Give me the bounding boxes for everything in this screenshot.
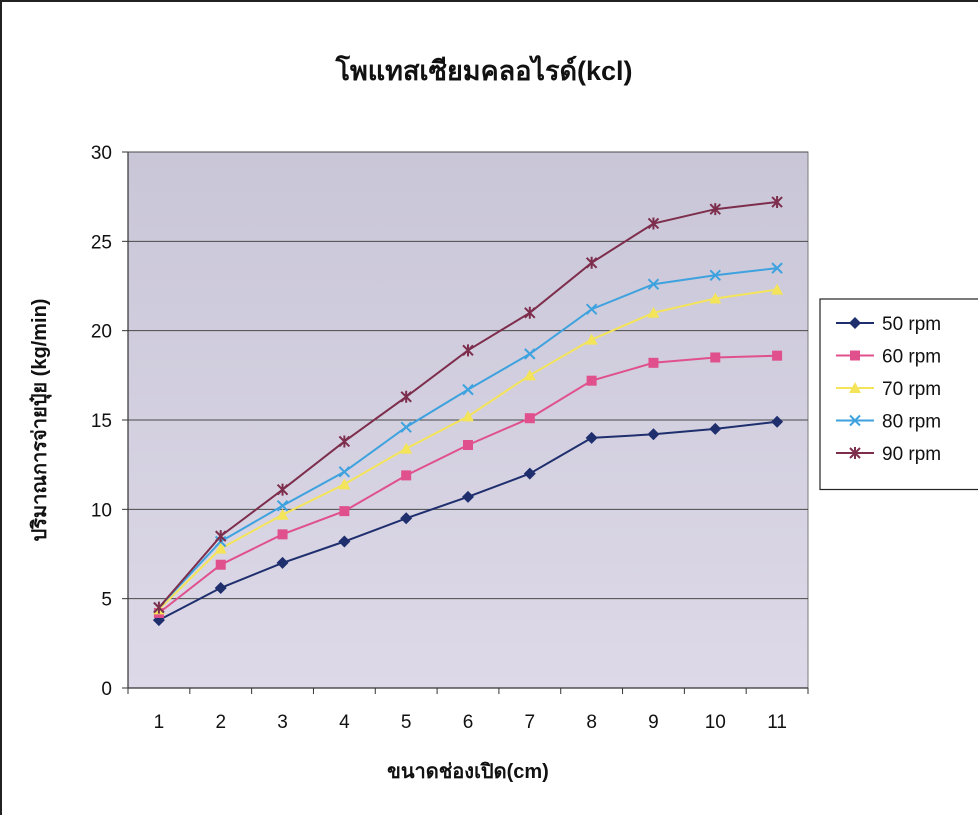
data-point: [339, 506, 350, 517]
data-point: [462, 344, 474, 357]
x-tick-label: 10: [705, 712, 726, 733]
legend-label: 60 rpm: [882, 347, 941, 368]
legend-item: 90 rpm: [836, 444, 941, 465]
legend-item: 60 rpm: [836, 347, 941, 368]
axes: [122, 151, 809, 694]
x-tick-label: 9: [648, 712, 659, 733]
series-group: [152, 196, 784, 627]
data-point: [277, 529, 288, 540]
data-point: [400, 512, 413, 525]
data-point: [338, 466, 351, 478]
data-point: [523, 369, 536, 381]
x-tick-label: 6: [463, 712, 474, 733]
data-point: [585, 256, 598, 269]
data-point: [647, 217, 660, 230]
x-tick-label: 3: [277, 712, 288, 733]
y-axis-label: ปริมาณการจ่ายปุ๋ย (kg/min): [29, 299, 52, 542]
data-point: [709, 292, 722, 304]
x-tick-label: 2: [215, 712, 226, 733]
data-point: [462, 383, 474, 396]
y-tick-label: 20: [91, 322, 112, 343]
data-point: [463, 440, 473, 451]
legend-box: [819, 298, 978, 491]
x-tick-label: 5: [401, 712, 412, 733]
x-tick-label: 7: [525, 712, 536, 733]
data-point: [850, 350, 860, 361]
data-point: [647, 278, 660, 290]
data-point: [276, 556, 289, 569]
y-tick-label: 15: [91, 411, 112, 432]
series-1: [152, 415, 784, 627]
data-point: [338, 478, 351, 490]
data-point: [400, 421, 412, 433]
series-5: [153, 196, 783, 614]
data-point: [647, 428, 660, 441]
y-tick-label: 10: [91, 500, 112, 521]
data-point: [771, 196, 783, 209]
data-point: [849, 317, 861, 329]
legend-item: 50 rpm: [836, 314, 941, 335]
x-tick-label: 1: [154, 712, 165, 733]
data-point: [401, 470, 412, 481]
data-point: [771, 283, 784, 295]
data-point: [709, 203, 721, 216]
data-point: [771, 262, 783, 274]
data-point: [276, 500, 289, 512]
x-tick-label: 4: [339, 712, 350, 733]
data-point: [647, 306, 660, 318]
data-point: [400, 442, 413, 454]
data-point: [215, 530, 227, 543]
legend-label: 80 rpm: [882, 412, 941, 433]
chart-title: โพแทสเซียมคลอไรด์(kcl): [334, 54, 632, 86]
y-tick-label: 0: [101, 679, 112, 700]
data-point: [523, 467, 536, 480]
legend-item: 70 rpm: [836, 379, 941, 400]
gridlines: [128, 151, 808, 600]
data-point: [771, 415, 784, 428]
legend-label: 50 rpm: [882, 314, 941, 335]
data-point: [585, 333, 598, 345]
data-point: [462, 410, 474, 422]
data-point: [524, 306, 536, 319]
data-point: [462, 490, 474, 503]
data-point: [153, 601, 165, 614]
data-point: [215, 559, 226, 570]
data-point: [709, 422, 722, 435]
data-point: [214, 542, 227, 554]
y-tick-labels: 0 5 10 15 20 25 30: [91, 143, 112, 700]
data-point: [648, 357, 659, 368]
y-tick-label: 5: [101, 590, 112, 611]
data-point: [400, 390, 412, 403]
legend-label: 90 rpm: [882, 444, 941, 465]
data-point: [524, 348, 536, 360]
legend-item: 80 rpm: [836, 412, 941, 433]
data-point: [276, 508, 289, 520]
data-point: [772, 350, 783, 361]
y-tick-label: 30: [91, 143, 112, 164]
legend: 50 rpm 60 rpm 70 rpm 80 rpm 90 rpm: [819, 298, 978, 491]
data-point: [338, 535, 351, 548]
legend-label: 70 rpm: [882, 379, 941, 400]
data-point: [214, 581, 227, 594]
data-point: [276, 483, 289, 496]
data-point: [585, 303, 598, 315]
x-tick-labels: 1 2 3 4 5 6 7 8 9 10 11: [154, 712, 787, 733]
x-axis-label: ขนาดช่องเปิด(cm): [387, 761, 549, 783]
data-point: [586, 375, 597, 386]
x-tick-label: 8: [586, 712, 597, 733]
data-point: [849, 382, 861, 393]
data-point: [849, 414, 861, 427]
data-point: [338, 435, 351, 448]
series-3: [152, 283, 784, 615]
data-point: [710, 352, 721, 363]
data-point: [585, 431, 598, 444]
x-tick-label: 11: [767, 712, 787, 733]
data-point: [849, 447, 861, 459]
data-point: [709, 269, 721, 281]
data-point: [524, 413, 535, 424]
y-tick-label: 25: [91, 232, 112, 253]
